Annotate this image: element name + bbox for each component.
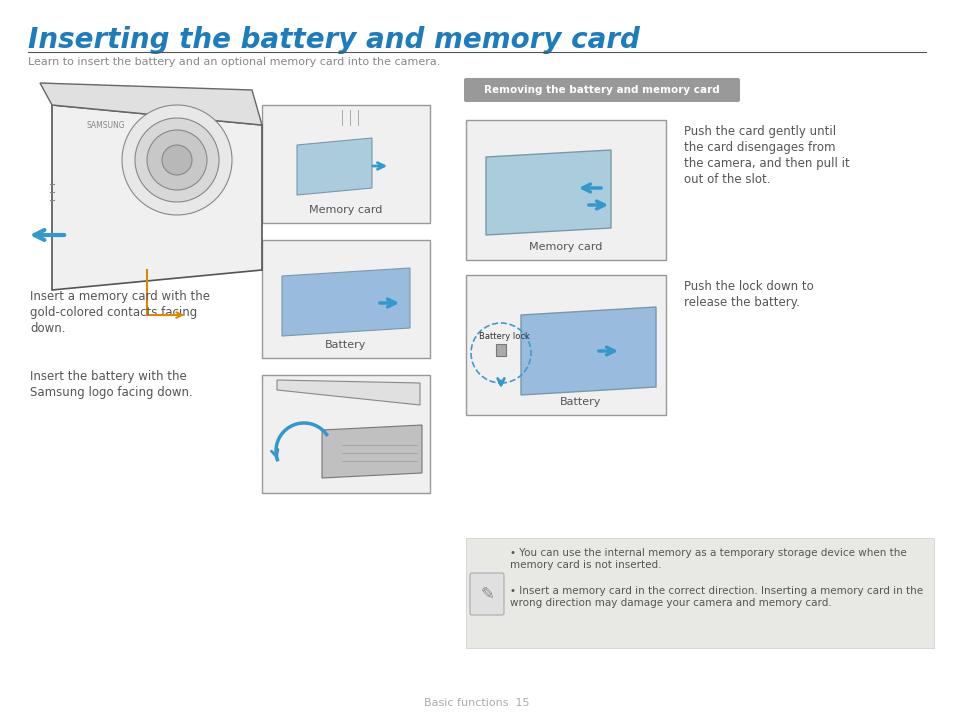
Bar [465, 275, 665, 415]
Text: Memory card: Memory card [309, 205, 382, 215]
Polygon shape [322, 425, 421, 478]
Text: Samsung logo facing down.: Samsung logo facing down. [30, 386, 193, 399]
Polygon shape [282, 268, 410, 336]
Polygon shape [276, 380, 419, 405]
Text: Inserting the battery and memory card: Inserting the battery and memory card [28, 26, 639, 54]
Bar [262, 375, 430, 493]
Text: out of the slot.: out of the slot. [683, 173, 770, 186]
Text: Battery lock: Battery lock [478, 332, 529, 341]
Polygon shape [296, 138, 372, 195]
Bar [496, 344, 505, 356]
Text: Push the lock down to: Push the lock down to [683, 280, 813, 293]
Bar [262, 105, 430, 223]
Bar [465, 538, 933, 648]
Text: Insert the battery with the: Insert the battery with the [30, 370, 187, 383]
Text: Battery: Battery [325, 340, 366, 350]
Text: ✎: ✎ [479, 585, 494, 603]
Bar [262, 240, 430, 358]
Polygon shape [520, 307, 656, 395]
Text: SAMSUNG: SAMSUNG [87, 120, 126, 130]
Bar [465, 120, 665, 260]
Text: • Insert a memory card in the correct direction. Inserting a memory card in the : • Insert a memory card in the correct di… [510, 586, 923, 608]
Text: Memory card: Memory card [529, 242, 602, 252]
Text: Removing the battery and memory card: Removing the battery and memory card [483, 85, 720, 95]
FancyBboxPatch shape [470, 573, 503, 615]
Text: Battery: Battery [559, 397, 601, 407]
Circle shape [162, 145, 192, 175]
Text: gold-colored contacts facing: gold-colored contacts facing [30, 306, 197, 319]
FancyBboxPatch shape [463, 78, 740, 102]
Text: release the battery.: release the battery. [683, 296, 799, 309]
Text: • You can use the internal memory as a temporary storage device when the memory : • You can use the internal memory as a t… [510, 548, 905, 570]
Text: the card disengages from: the card disengages from [683, 141, 835, 154]
Polygon shape [52, 105, 262, 290]
Text: Basic functions  15: Basic functions 15 [424, 698, 529, 708]
Circle shape [147, 130, 207, 190]
Text: Push the card gently until: Push the card gently until [683, 125, 835, 138]
Circle shape [122, 105, 232, 215]
Polygon shape [485, 150, 610, 235]
Text: Learn to insert the battery and an optional memory card into the camera.: Learn to insert the battery and an optio… [28, 57, 440, 67]
Text: down.: down. [30, 322, 66, 335]
Polygon shape [40, 83, 262, 125]
Circle shape [135, 118, 219, 202]
Text: Insert a memory card with the: Insert a memory card with the [30, 290, 210, 303]
Text: the camera, and then pull it: the camera, and then pull it [683, 157, 849, 170]
